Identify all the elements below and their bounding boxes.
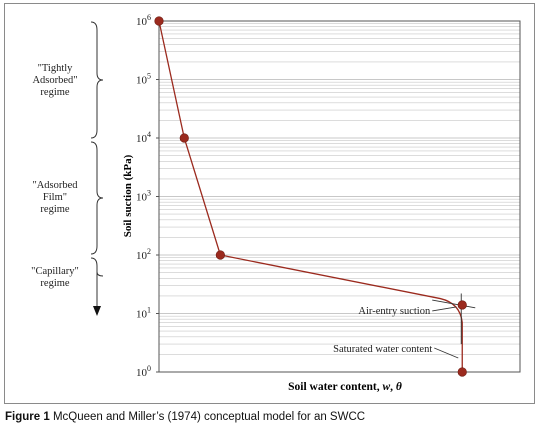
annotation-air-entry: Air-entry suction (358, 306, 431, 317)
figure-caption: Figure 1 McQueen and Miller’s (1974) con… (5, 411, 365, 423)
y-tick-label: 104 (136, 130, 151, 145)
y-tick-label: 102 (136, 247, 151, 262)
y-tick-label: 106 (136, 13, 151, 28)
y-axis-label: Soil suction (kPa) (122, 154, 134, 237)
annotation-leader (432, 306, 457, 312)
data-point (154, 16, 164, 26)
capillary-arrow-head (93, 306, 101, 316)
caption-prefix: Figure 1 (5, 411, 50, 423)
regime-brace (90, 257, 104, 277)
regime-label-capillary: "Capillary" regime (31, 266, 79, 289)
regime-label-tightly-adsorbed: "Tightly Adsorbed" regime (32, 63, 78, 98)
regime-braces (90, 21, 104, 316)
regime-label-adsorbed-film: "Adsorbed Film" regime (32, 180, 78, 215)
swcc-chart: 100 101 102 103 104 105 106 Air-entry suction S… (90, 13, 521, 393)
figure-frame: 100 101 102 103 104 105 106 Air-entry suction S… (4, 3, 535, 404)
caption-text: McQueen and Miller’s (1974) conceptual m… (52, 411, 366, 423)
annotation-saturated: Saturated water content (333, 344, 432, 355)
y-tick-label: 105 (136, 72, 151, 87)
y-tick-label: 101 (136, 306, 151, 321)
x-axis-label: Soil water content, w, θ (288, 381, 402, 393)
data-point (179, 133, 189, 143)
data-point (457, 367, 467, 377)
y-tick-label: 100 (136, 364, 151, 379)
series (154, 16, 476, 377)
grid-lines (159, 23, 520, 373)
data-point (215, 250, 225, 260)
annotation-leader (434, 347, 459, 359)
annotations: Air-entry suction Saturated water content (333, 306, 459, 359)
y-tick-labels: 100 101 102 103 104 105 106 (136, 13, 159, 379)
y-tick-label: 103 (136, 189, 151, 204)
tangent-slope (432, 299, 476, 309)
regime-brace (90, 21, 104, 139)
regime-brace (90, 141, 104, 255)
data-point (457, 300, 467, 310)
